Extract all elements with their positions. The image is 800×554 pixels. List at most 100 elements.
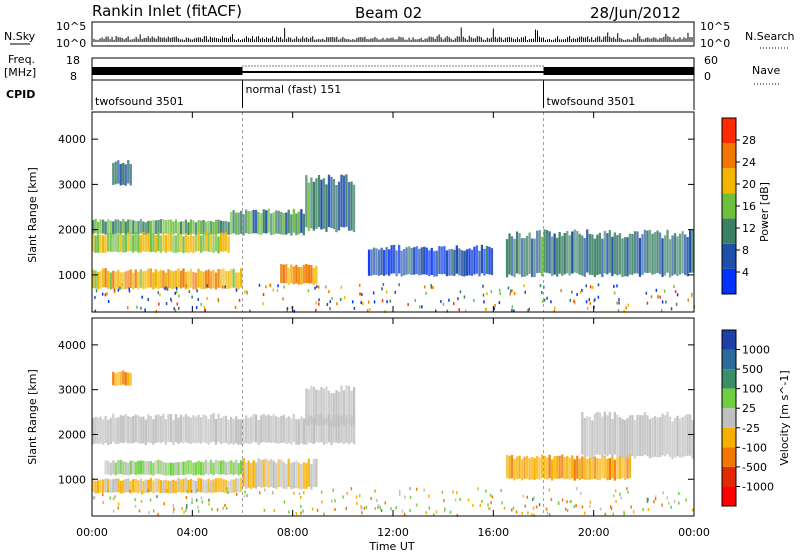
heatmap-speck (141, 295, 143, 299)
heatmap-cell (129, 269, 132, 288)
heatmap-speck (617, 309, 620, 313)
heatmap-speck (661, 309, 663, 312)
y-tick-label: 3000 (58, 384, 86, 397)
heatmap-cell (689, 229, 692, 273)
heatmap-cell (578, 233, 581, 275)
colorbar-tick-label: 12 (742, 222, 756, 235)
heatmap-cell (591, 234, 594, 275)
heatmap-speck (174, 309, 177, 313)
heatmap-cell (144, 233, 147, 252)
heatmap-cell (536, 230, 539, 274)
heatmap-cell (245, 209, 248, 234)
heatmap-cell (551, 236, 554, 277)
heatmap-cell (440, 246, 443, 275)
heatmap-speck (616, 284, 618, 288)
heatmap-speck (235, 288, 238, 292)
heatmap-cell (204, 415, 208, 443)
heatmap-cell (297, 267, 300, 285)
heatmap-cell (628, 454, 632, 478)
heatmap-cell (638, 238, 642, 277)
heatmap-speck (678, 501, 680, 505)
heatmap-speck (511, 289, 514, 293)
heatmap-cell (393, 244, 396, 274)
heatmap-cell (124, 221, 127, 235)
heatmap-speck (107, 489, 109, 493)
heatmap-cell (453, 249, 456, 276)
heatmap-cell (132, 479, 135, 493)
heatmap-cell (204, 232, 208, 252)
heatmap-cell (260, 460, 263, 488)
heatmap-cell (277, 210, 280, 234)
heatmap-speck (456, 513, 459, 517)
beam-title: Beam 02 (355, 4, 422, 22)
heatmap-cell (209, 480, 213, 494)
heatmap-cell (671, 421, 674, 460)
heatmap-speck (93, 495, 96, 499)
heatmap-cell (513, 459, 516, 481)
heatmap-cell (583, 417, 586, 458)
heatmap-cell (177, 222, 180, 235)
heatmap-cell (423, 246, 426, 275)
heatmap-speck (188, 488, 190, 492)
heatmap-cell (689, 414, 692, 456)
heatmap-cell (149, 233, 152, 253)
heatmap-speck (262, 302, 264, 306)
heatmap-cell (290, 462, 293, 489)
heatmap-cell (455, 245, 458, 274)
heatmap-cell (177, 417, 180, 444)
heatmap-speck (511, 305, 514, 309)
heatmap-cell (646, 230, 649, 274)
colorbar-swatch (722, 330, 736, 350)
heatmap-cell (676, 415, 679, 457)
heatmap-speck (463, 295, 466, 299)
heatmap-cell (187, 479, 190, 493)
heatmap-cell (611, 454, 614, 479)
heatmap-speck (610, 505, 612, 509)
freq-tick-high: 18 (66, 54, 80, 67)
colorbar-tick-label: 8 (742, 244, 749, 257)
heatmap-speck (277, 284, 279, 288)
heatmap-speck (597, 295, 600, 299)
heatmap-cell (92, 269, 95, 289)
heatmap-cell (265, 210, 268, 234)
heatmap-cell (267, 460, 270, 488)
heatmap-cell (117, 234, 120, 253)
heatmap-speck (140, 500, 143, 503)
heatmap-speck (328, 290, 330, 294)
heatmap-cell (267, 208, 270, 233)
heatmap-cell (92, 418, 95, 445)
heatmap-speck (670, 505, 672, 509)
heatmap-speck (365, 505, 368, 509)
heatmap-speck (570, 500, 572, 503)
heatmap-cell (227, 271, 230, 289)
heatmap-cell (112, 413, 115, 442)
heatmap-speck (569, 299, 571, 302)
heatmap-cell (127, 416, 130, 444)
heatmap-speck (269, 283, 271, 287)
heatmap-cell (608, 411, 611, 455)
heatmap-speck (134, 498, 136, 502)
heatmap-cell (174, 480, 178, 494)
heatmap-cell (631, 415, 634, 457)
heatmap-cell (217, 460, 220, 475)
heatmap-speck (561, 498, 564, 502)
heatmap-speck (423, 488, 425, 492)
heatmap-speck (152, 509, 155, 513)
heatmap-cell (330, 393, 333, 428)
heatmap-cell (280, 264, 283, 284)
heatmap-speck (170, 297, 172, 301)
heatmap-speck (654, 497, 657, 501)
heatmap-speck (661, 300, 664, 304)
heatmap-speck (128, 287, 130, 291)
heatmap-cell (598, 458, 601, 481)
heatmap-cell (159, 235, 162, 253)
y-tick-label: 1000 (58, 269, 86, 282)
heatmap-speck (659, 295, 661, 299)
heatmap-speck (543, 298, 546, 302)
heatmap-cell (310, 265, 313, 284)
heatmap-cell (204, 459, 208, 474)
heatmap-cell (260, 213, 263, 235)
heatmap-cell (581, 456, 584, 479)
heatmap-speck (329, 300, 331, 304)
heatmap-speck (515, 510, 518, 514)
